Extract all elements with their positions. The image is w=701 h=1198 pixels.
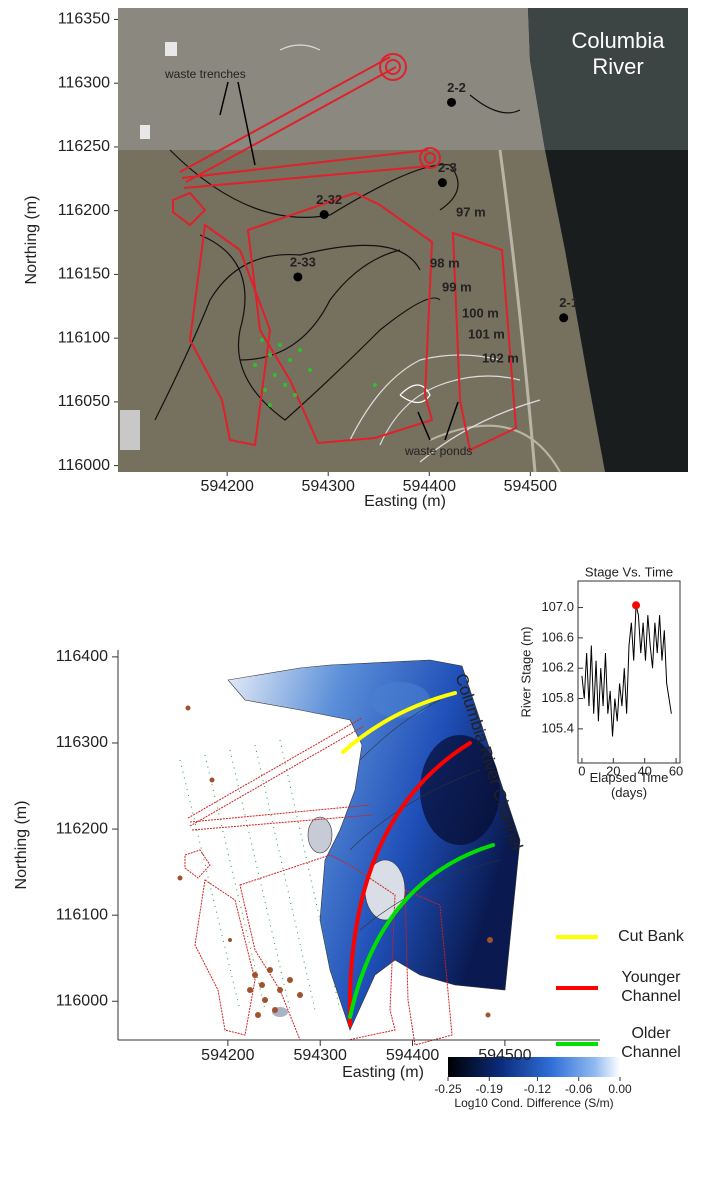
x-tick-label: 594300 [302,478,355,495]
y-tick-label: 116100 [56,906,108,923]
x-axis-title: Easting (m) [364,493,446,510]
y-tick-label: 116100 [58,329,110,346]
x-axis-title: Elapsed Time (days) [576,770,682,800]
x-tick-label: 594200 [200,478,253,495]
contour-label: 97 m [456,204,486,219]
legend-label: Younger Channel [605,968,697,1006]
y-tick-label: 116200 [56,820,108,837]
y-tick-label: 116050 [58,393,110,410]
current-stage-marker [632,601,640,609]
contour-label: 99 m [442,279,472,294]
well [320,210,329,219]
x-tick-label: 594300 [294,1047,347,1064]
colorbar [448,1057,620,1077]
y-axis-title: Northing (m) [23,196,40,285]
y-tick-label: 107.0 [541,599,574,614]
x-tick-label: 594500 [504,478,557,495]
x-tick-label: 594500 [478,1047,531,1064]
figure: 97 m 98 m 99 m 100 m 101 m 102 m waste t… [0,0,701,1198]
contour-label: 101 m [468,326,505,341]
colorbar-tick-label: -0.12 [524,1082,552,1096]
inset-frame [578,581,680,763]
y-tick-label: 116250 [58,138,110,155]
contour-label: 98 m [430,255,460,270]
contour-label: 102 m [482,350,519,365]
colorbar-tick-label: -0.06 [565,1082,593,1096]
well-label: 2-3 [438,160,457,175]
y-tick-label: 106.6 [541,629,574,644]
well [559,313,568,322]
well-label: 2-2 [447,80,466,95]
annotation: waste ponds [404,444,472,458]
legend-label: Older Channel [605,1024,697,1062]
y-tick-label: 116150 [58,266,110,283]
river-label: Columbia River [548,28,688,80]
x-axis-title: Easting (m) [342,1064,424,1081]
survey-lines [180,740,340,1010]
y-axis-title: River Stage (m) [518,626,533,717]
y-tick-label: 106.2 [541,660,574,675]
well [447,98,456,107]
y-tick-label: 116000 [56,992,108,1009]
well [293,272,302,281]
colorbar-title: Log10 Cond. Difference (S/m) [454,1096,613,1110]
well [438,178,447,187]
chart-title: Stage Vs. Time [585,564,673,579]
colorbar-tick-label: -0.19 [476,1082,504,1096]
y-tick-label: 116350 [58,11,110,28]
y-tick-label: 105.4 [541,720,574,735]
well-label: 2-33 [290,254,316,269]
contour-label: 100 m [462,305,499,320]
well-label: 2-1 [559,295,578,310]
legend-label: Cut Bank [605,927,697,946]
y-tick-label: 116200 [58,202,110,219]
colorbar-tick-label: -0.25 [434,1082,462,1096]
y-tick-label: 105.8 [541,690,574,705]
annotation: waste trenches [164,67,246,81]
well-label: 2-32 [316,192,342,207]
y-tick-label: 116300 [58,74,110,91]
y-axis-title: Northing (m) [13,801,30,890]
colorbar-tick-label: 0.00 [608,1082,632,1096]
y-tick-label: 116300 [56,734,108,751]
x-tick-label: 594400 [386,1047,439,1064]
y-tick-label: 116400 [56,648,108,665]
figure-canvas: 97 m 98 m 99 m 100 m 101 m 102 m waste t… [0,0,701,1198]
y-tick-label: 116000 [58,457,110,474]
x-tick-label: 594200 [201,1047,254,1064]
